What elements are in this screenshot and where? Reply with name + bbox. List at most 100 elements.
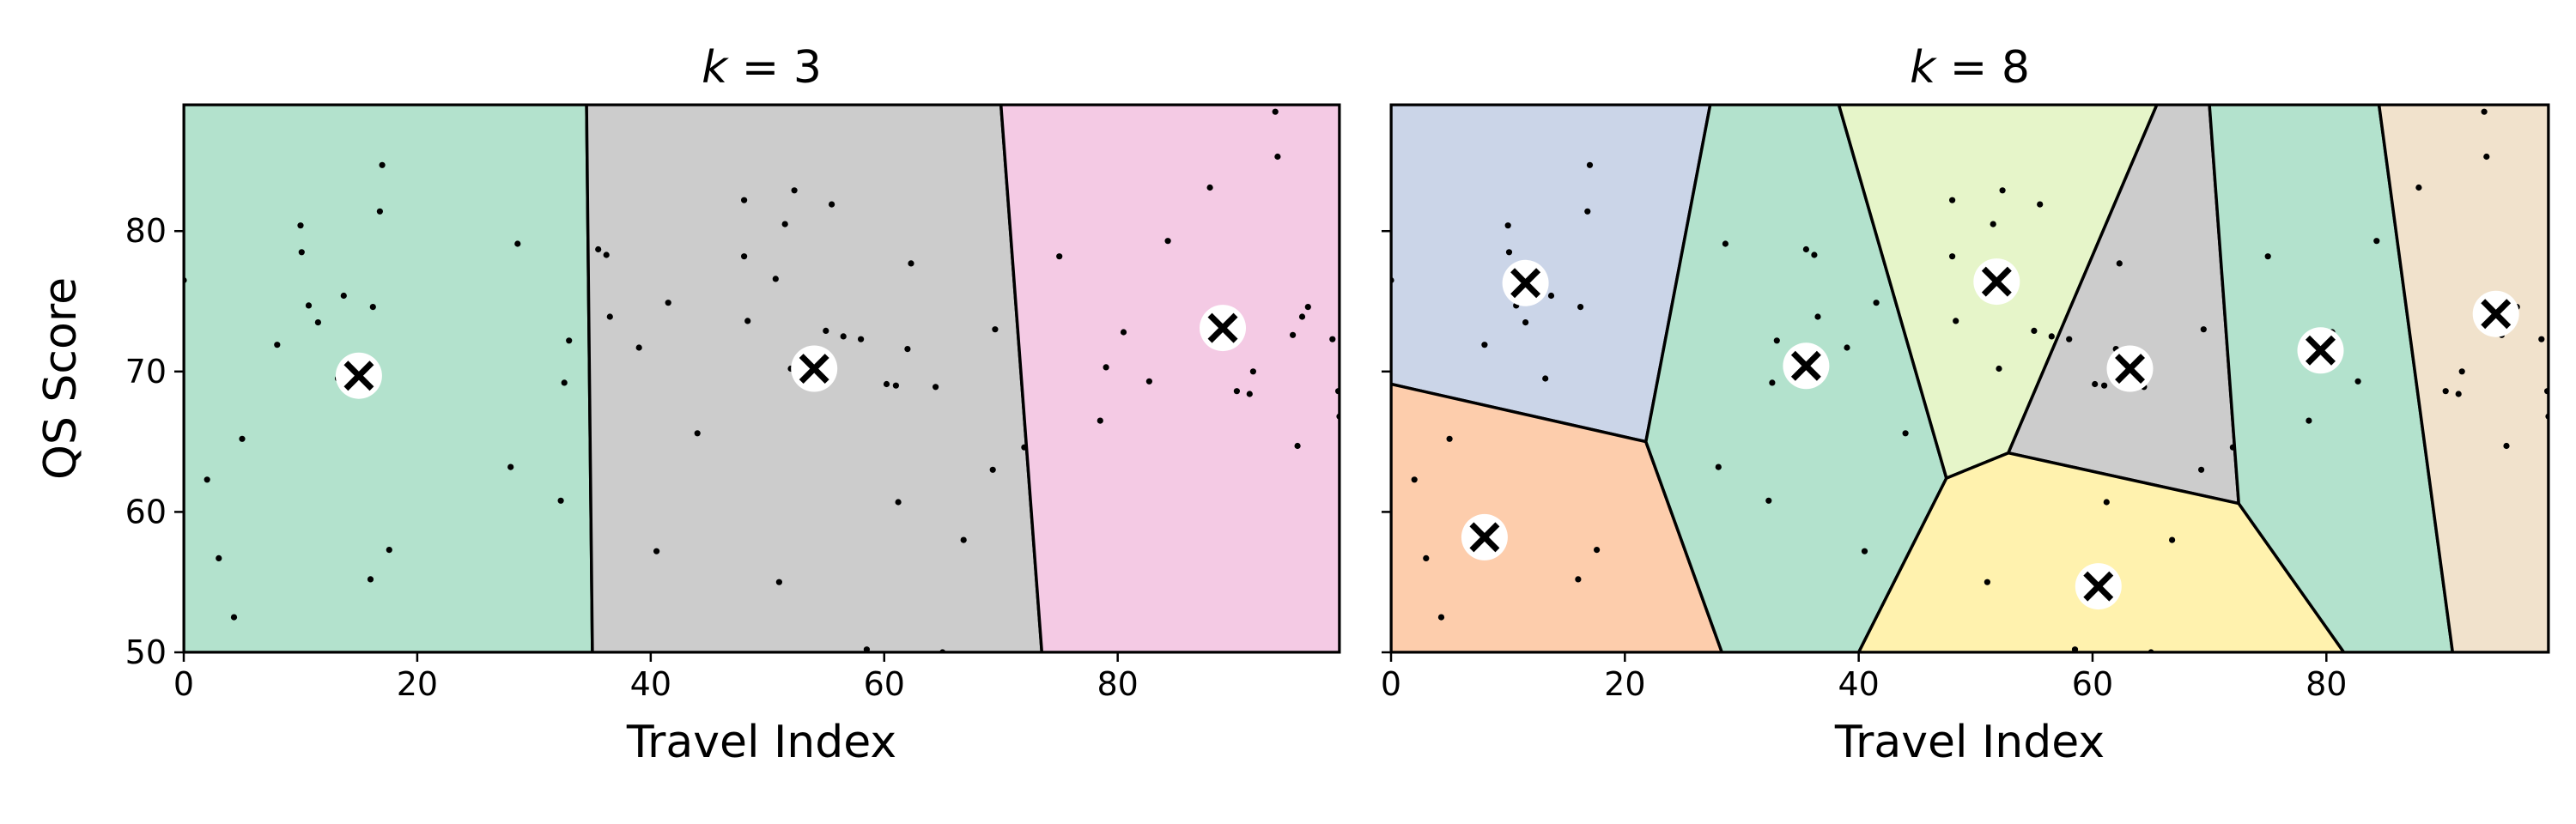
left-chart-panel: 0 20 40 60 80 50 60 70 80 k = 3 Travel Index QS Sco…	[35, 42, 1341, 768]
data-point	[1584, 208, 1591, 215]
data-point	[2306, 417, 2312, 424]
centroid-marker	[2472, 290, 2519, 337]
data-point	[2415, 184, 2422, 191]
data-point	[992, 326, 999, 333]
data-point	[1294, 442, 1301, 450]
data-point	[1505, 249, 1513, 256]
data-point	[1329, 336, 1336, 342]
centroid-marker	[2075, 563, 2122, 610]
data-point	[557, 497, 564, 504]
data-point	[1873, 300, 1880, 306]
data-point	[1990, 221, 1996, 227]
data-point	[2198, 466, 2205, 473]
data-point	[1504, 222, 1511, 229]
data-point	[2538, 336, 2545, 342]
data-point	[369, 304, 376, 311]
axes-frame	[182, 103, 1341, 654]
data-point	[1481, 342, 1488, 348]
data-point	[2354, 378, 2361, 385]
data-point	[2048, 333, 2055, 340]
centroid-marker	[1461, 513, 1508, 560]
data-point	[1411, 476, 1418, 483]
data-point	[1103, 364, 1109, 371]
cluster-region-1	[184, 105, 594, 652]
data-point	[1298, 313, 1306, 320]
data-point	[2481, 108, 2488, 115]
data-point	[2092, 380, 2099, 388]
data-point	[665, 300, 671, 306]
centroid-marker	[1783, 342, 1830, 390]
data-point	[297, 222, 304, 229]
data-point	[1949, 253, 1956, 260]
data-point	[340, 292, 347, 300]
data-point	[566, 337, 573, 344]
data-point	[2483, 153, 2490, 161]
data-point	[204, 476, 210, 483]
plot-area	[1391, 105, 2549, 652]
x-tick-label: 40	[630, 665, 671, 703]
data-point	[1575, 576, 1582, 583]
data-point	[2200, 326, 2207, 333]
data-point	[1249, 368, 1256, 375]
data-point	[386, 547, 392, 554]
data-point	[1274, 153, 1281, 161]
chart-title: k = 3	[702, 42, 822, 94]
data-point	[2103, 499, 2110, 506]
data-point	[775, 579, 783, 585]
y-axis-label: QS Score	[35, 277, 87, 480]
x-tick-label: 80	[1097, 665, 1138, 703]
data-point	[274, 342, 281, 348]
data-point	[230, 614, 238, 621]
data-point	[2116, 260, 2123, 267]
data-point	[829, 201, 835, 208]
data-point	[2031, 327, 2038, 334]
data-point	[741, 197, 748, 203]
data-point	[1773, 337, 1780, 344]
x-tick-label: 0	[173, 665, 194, 703]
data-point	[2455, 391, 2462, 397]
data-point	[1145, 378, 1152, 385]
centroid-marker	[1200, 305, 1246, 352]
cluster-region-3	[999, 105, 1340, 652]
data-point	[379, 161, 386, 168]
chart-title: k = 8	[1910, 42, 2030, 94]
data-point	[2101, 382, 2108, 389]
x-tick-label: 60	[864, 665, 905, 703]
data-point	[1814, 313, 1821, 320]
data-point	[1272, 108, 1279, 115]
x-axis-label: Travel Index	[626, 717, 896, 768]
data-point	[1120, 329, 1127, 336]
data-point	[1715, 464, 1722, 470]
y-tick-label: 70	[125, 353, 167, 391]
data-point	[216, 554, 222, 562]
data-point	[1902, 430, 1909, 437]
cluster-region-2	[1391, 382, 1724, 652]
data-point	[883, 380, 890, 388]
data-point	[1769, 379, 1776, 386]
data-point	[895, 499, 902, 506]
data-point	[933, 384, 939, 391]
data-point	[653, 548, 660, 554]
data-point	[514, 240, 521, 247]
data-point	[1097, 417, 1103, 424]
x-tick-label: 20	[1604, 665, 1645, 703]
data-point	[1056, 253, 1063, 260]
data-point	[960, 536, 967, 543]
data-point	[2264, 253, 2271, 260]
data-point	[606, 313, 613, 320]
data-point	[1811, 251, 1818, 258]
data-point	[2503, 442, 2510, 450]
data-point	[1996, 365, 2002, 373]
x-tick-label: 80	[2306, 665, 2347, 703]
data-point	[1423, 554, 1430, 562]
data-point	[904, 346, 911, 353]
data-point	[2071, 646, 2079, 652]
data-point	[2442, 388, 2449, 395]
data-point	[858, 336, 865, 342]
data-point	[840, 333, 847, 340]
data-point	[1802, 245, 1809, 253]
x-tick-label: 20	[397, 665, 438, 703]
data-point	[1547, 292, 1555, 300]
data-point	[239, 435, 246, 442]
